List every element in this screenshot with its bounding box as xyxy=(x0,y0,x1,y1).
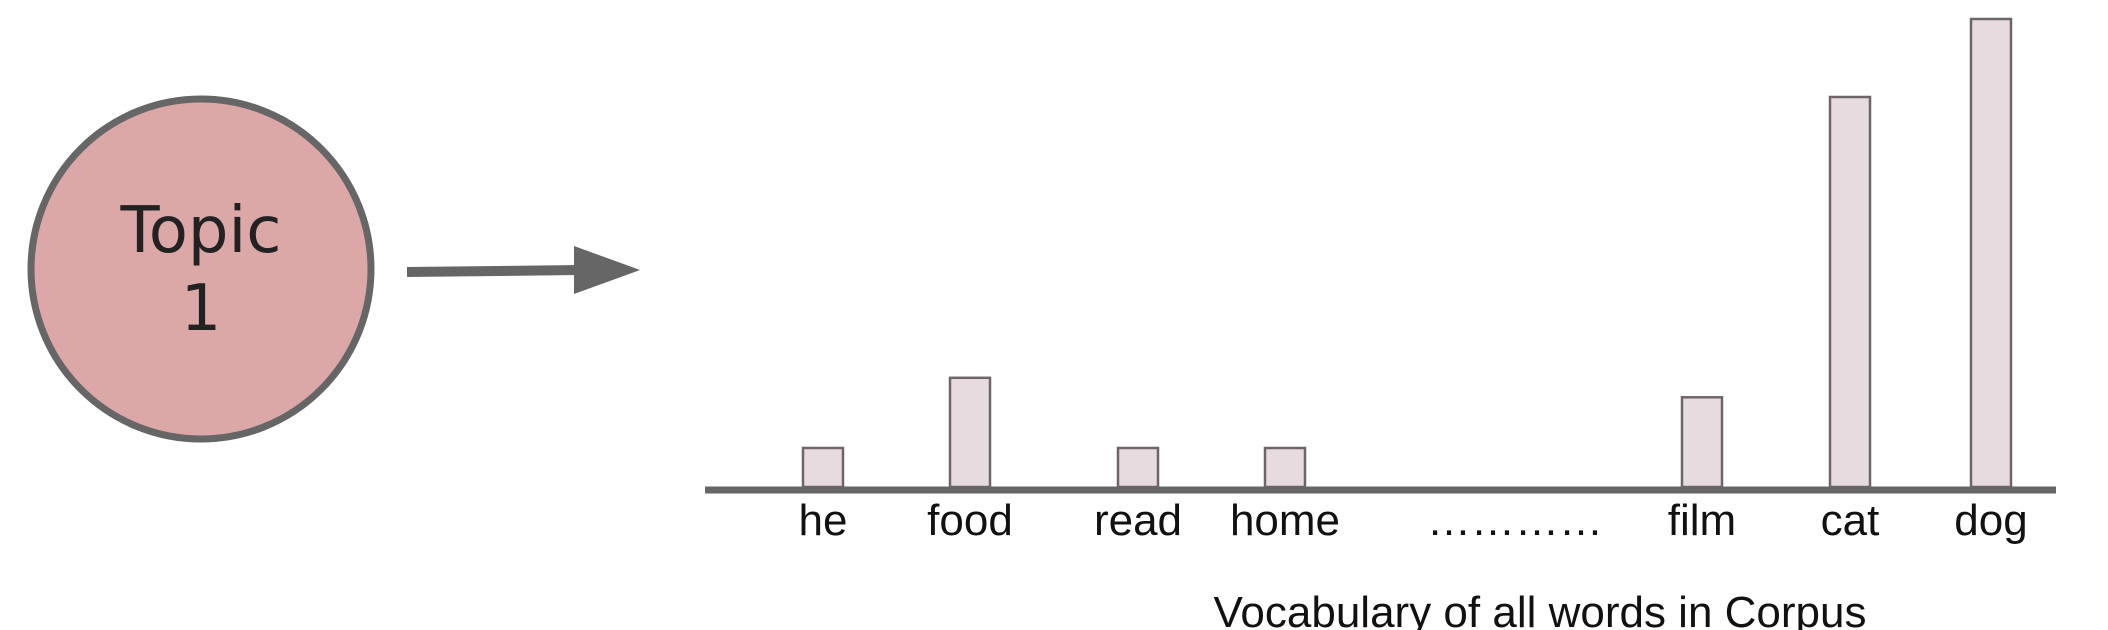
bar-dog xyxy=(1969,17,2013,489)
arrow-head xyxy=(574,246,640,294)
tick-label-home: home xyxy=(1230,496,1340,545)
bar-home xyxy=(1263,446,1307,489)
tick-label-film: film xyxy=(1668,496,1736,545)
topic-circle xyxy=(27,95,375,443)
tick-label-ellipsis: ………… xyxy=(1427,496,1603,545)
tick-label-read: read xyxy=(1094,496,1182,545)
bar-series xyxy=(801,17,2013,489)
x-tick-labels: he food read home ………… film cat dog xyxy=(799,496,2028,545)
topic-label-line2: 1 xyxy=(181,272,222,346)
bar-cat xyxy=(1828,95,1872,489)
tick-label-dog: dog xyxy=(1954,496,2027,545)
topic-label-line1: Topic xyxy=(120,194,282,268)
tick-label-cat: cat xyxy=(1821,496,1880,545)
x-axis-caption: Vocabulary of all words in Corpus xyxy=(1214,588,1867,630)
arrow xyxy=(406,246,640,294)
bar-food xyxy=(948,376,992,489)
arrow-shaft xyxy=(406,265,581,277)
bar-read xyxy=(1116,446,1160,489)
bar-he xyxy=(801,446,845,489)
tick-label-he: he xyxy=(799,496,848,545)
bar-film xyxy=(1680,396,1724,489)
tick-label-food: food xyxy=(927,496,1013,545)
